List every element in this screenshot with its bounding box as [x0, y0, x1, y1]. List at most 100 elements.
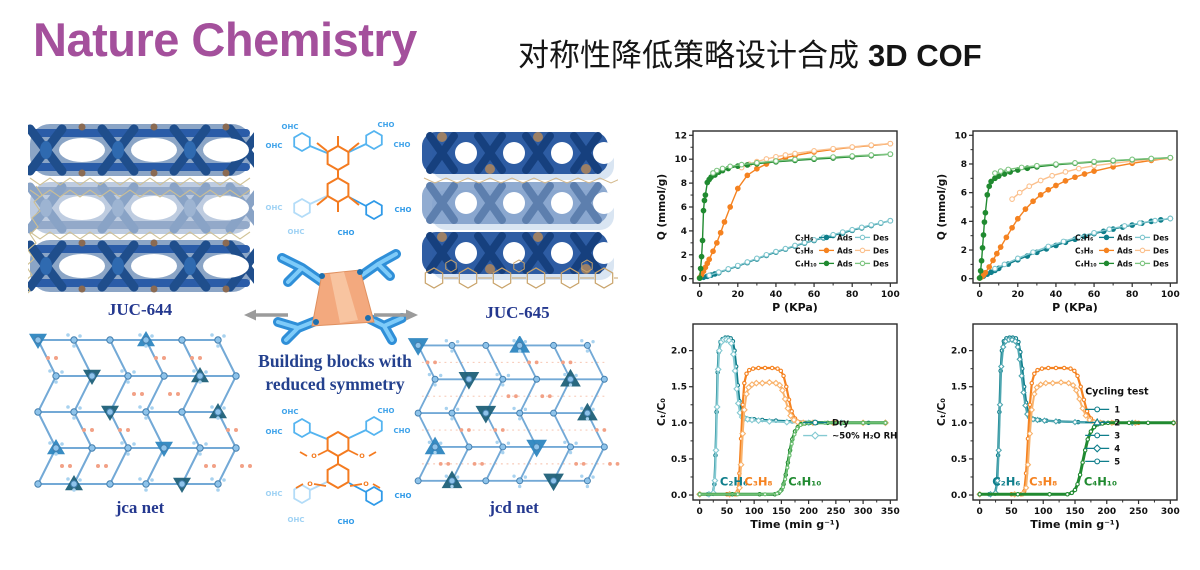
- svg-text:150: 150: [1066, 507, 1085, 517]
- svg-text:Q (mmol/g): Q (mmol/g): [656, 174, 668, 240]
- svg-text:Ads: Ads: [837, 246, 853, 255]
- chart-breakthrough-cycling: 0 50 100 150 200 250 300 0.0 0.5 1.0 1.5 2.0 Time (m…: [935, 317, 1185, 533]
- svg-text:20: 20: [732, 290, 745, 300]
- svg-text:1.0: 1.0: [951, 419, 967, 429]
- svg-text:OHC: OHC: [266, 204, 283, 212]
- svg-text:150: 150: [772, 507, 791, 517]
- svg-text:0: 0: [697, 507, 703, 517]
- svg-text:OHC: OHC: [266, 490, 283, 498]
- svg-text:OHC: OHC: [266, 428, 283, 436]
- jca-net-image: [29, 331, 252, 493]
- svg-text:4: 4: [961, 217, 967, 227]
- caption-jca-net: jca net: [115, 498, 165, 517]
- svg-text:CHO: CHO: [378, 407, 395, 415]
- svg-text:100: 100: [1034, 507, 1053, 517]
- journal-title: Nature Chemistry: [33, 13, 417, 66]
- svg-text:100: 100: [881, 290, 900, 300]
- svg-text:O: O: [363, 480, 369, 488]
- monomer-structure-top: OHC OHC CHO CHO OHC OHC CHO CHO: [266, 121, 412, 237]
- svg-text:200: 200: [799, 507, 818, 517]
- article-title-suffix: 3D COF: [868, 38, 982, 73]
- chart-breakthrough-humidity: 0 50 100 150 200 250 300 350 0.0 0.5 1.0 1.5 2.0 Time…: [655, 317, 905, 533]
- svg-text:5: 5: [1114, 457, 1120, 467]
- svg-text:2.0: 2.0: [671, 347, 687, 357]
- svg-text:20: 20: [1012, 290, 1025, 300]
- svg-text:OHC: OHC: [282, 123, 299, 131]
- svg-text:CHO: CHO: [395, 206, 412, 214]
- svg-text:Ads: Ads: [1117, 259, 1133, 268]
- svg-text:Ads: Ads: [1117, 233, 1133, 242]
- building-block-3d-image: [273, 249, 407, 345]
- svg-text:0: 0: [697, 290, 703, 300]
- svg-text:0.5: 0.5: [671, 455, 687, 465]
- svg-text:3: 3: [1114, 431, 1120, 441]
- article-title: 对称性降低策略设计合成 3D COF: [518, 30, 982, 75]
- svg-text:Des: Des: [1153, 233, 1169, 242]
- svg-text:1.5: 1.5: [671, 383, 687, 393]
- svg-text:0: 0: [977, 290, 983, 300]
- svg-text:CHO: CHO: [378, 121, 395, 129]
- svg-text:300: 300: [854, 507, 873, 517]
- svg-text:Cycling test: Cycling test: [1085, 386, 1149, 397]
- svg-text:C₄H₁₀: C₄H₁₀: [795, 259, 817, 268]
- caption-jcd-net: jcd net: [489, 498, 539, 517]
- svg-text:0.5: 0.5: [951, 455, 967, 465]
- chart-breakthrough-cycling-svg: 0 50 100 150 200 250 300 0.0 0.5 1.0 1.5 2.0 Time (m…: [936, 323, 1180, 531]
- svg-text:2: 2: [681, 251, 687, 261]
- svg-text:2: 2: [1114, 418, 1120, 428]
- svg-text:C₄H₁₀: C₄H₁₀: [1075, 259, 1097, 268]
- svg-text:C₂H₆: C₂H₆: [720, 475, 748, 489]
- svg-text:Time (min g⁻¹): Time (min g⁻¹): [750, 518, 839, 531]
- svg-text:Q (mmol/g): Q (mmol/g): [936, 174, 948, 240]
- svg-text:250: 250: [826, 507, 845, 517]
- svg-text:6: 6: [961, 189, 967, 199]
- chart-juc645-isotherms-svg: 0 20 40 60 80 100 0 2 4 6 8 10 P (KPa) Q (mmol/g) C₂H₆…: [936, 130, 1180, 314]
- svg-text:Des: Des: [873, 233, 889, 242]
- svg-text:12: 12: [674, 131, 687, 141]
- svg-text:CHO: CHO: [394, 427, 411, 435]
- arrow-right-icon: [374, 309, 418, 321]
- building-blocks-caption: Building blocks with reduced symmetry: [242, 350, 428, 396]
- svg-text:C₃H₈: C₃H₈: [744, 475, 772, 489]
- svg-text:O: O: [311, 452, 317, 460]
- svg-text:Ads: Ads: [1117, 246, 1133, 255]
- svg-text:CHO: CHO: [338, 229, 355, 237]
- svg-text:P (KPa): P (KPa): [1052, 301, 1098, 314]
- svg-text:CHO: CHO: [338, 518, 355, 526]
- svg-text:80: 80: [846, 290, 859, 300]
- svg-text:Cₜ/C₀: Cₜ/C₀: [656, 398, 668, 426]
- svg-text:2: 2: [961, 246, 967, 256]
- svg-text:10: 10: [674, 155, 687, 165]
- svg-text:0: 0: [681, 275, 687, 285]
- jcd-net-image: [407, 336, 620, 492]
- svg-text:1.0: 1.0: [671, 419, 687, 429]
- svg-text:Ads: Ads: [837, 259, 853, 268]
- svg-text:Des: Des: [873, 246, 889, 255]
- svg-text:350: 350: [881, 507, 900, 517]
- svg-text:100: 100: [745, 507, 764, 517]
- svg-text:Time (min g⁻¹): Time (min g⁻¹): [1030, 518, 1119, 531]
- svg-text:6: 6: [681, 203, 687, 213]
- svg-text:0.0: 0.0: [671, 491, 687, 501]
- svg-text:OHC: OHC: [282, 408, 299, 416]
- svg-text:200: 200: [1097, 507, 1116, 517]
- svg-text:40: 40: [1050, 290, 1063, 300]
- svg-text:CHO: CHO: [394, 141, 411, 149]
- svg-text:P (KPa): P (KPa): [772, 301, 818, 314]
- svg-text:Cₜ/C₀: Cₜ/C₀: [936, 398, 948, 426]
- svg-text:0.0: 0.0: [951, 491, 967, 501]
- svg-text:8: 8: [681, 179, 687, 189]
- svg-text:OHC: OHC: [266, 142, 283, 150]
- svg-text:CHO: CHO: [395, 492, 412, 500]
- svg-text:Des: Des: [873, 259, 889, 268]
- chart-juc644-isotherms: 0 20 40 60 80 100 0 2 4 6 8 10 12 P (KPa) Q (mmol/g) C₂…: [655, 124, 905, 316]
- juc644-framework-image: [28, 123, 254, 294]
- svg-text:4: 4: [681, 227, 687, 237]
- svg-text:C₂H₆: C₂H₆: [992, 475, 1020, 489]
- svg-text:0: 0: [961, 275, 967, 285]
- svg-text:60: 60: [808, 290, 821, 300]
- svg-text:C₄H₁₀: C₄H₁₀: [788, 475, 821, 489]
- svg-text:8: 8: [961, 160, 967, 170]
- chart-juc644-isotherms-svg: 0 20 40 60 80 100 0 2 4 6 8 10 12 P (KPa) Q (mmol/g) C₂…: [656, 130, 900, 314]
- svg-text:O: O: [307, 480, 313, 488]
